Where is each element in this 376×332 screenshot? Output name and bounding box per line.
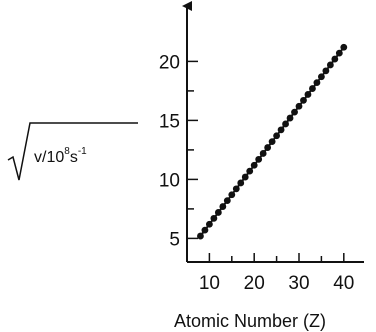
y-axis-title: v/108s-1 bbox=[7, 122, 138, 181]
data-point bbox=[340, 43, 348, 51]
data-point bbox=[237, 179, 245, 187]
data-point bbox=[241, 173, 249, 181]
data-point bbox=[206, 220, 213, 228]
ylabel-unit: s bbox=[70, 149, 78, 166]
data-point bbox=[295, 102, 303, 110]
data-point bbox=[300, 96, 307, 104]
data-point bbox=[268, 138, 276, 146]
y-tick-label: 10 bbox=[159, 170, 180, 191]
data-point bbox=[309, 85, 316, 92]
data-point bbox=[291, 108, 298, 116]
data-point bbox=[228, 191, 236, 199]
data-point bbox=[331, 55, 339, 63]
data-point bbox=[223, 197, 231, 205]
x-tick-label: 30 bbox=[288, 273, 309, 294]
axis-tick-labels: 5 10 15 20 10 20 30 40 bbox=[159, 52, 355, 294]
plot-area: 5 10 15 20 10 20 30 40 bbox=[159, 1, 364, 294]
data-point bbox=[246, 167, 254, 175]
ylabel-exp1: 8 bbox=[64, 146, 70, 157]
data-point bbox=[219, 203, 227, 210]
series-layer bbox=[197, 43, 348, 240]
data-point bbox=[282, 120, 289, 128]
x-tick-label: 20 bbox=[244, 273, 265, 294]
data-point bbox=[304, 91, 312, 98]
data-point bbox=[277, 126, 285, 134]
data-point bbox=[197, 232, 204, 240]
sqrt-sign bbox=[7, 122, 138, 181]
ylabel-exp2: -1 bbox=[78, 146, 87, 157]
y-axis-label: v/108s-1 bbox=[34, 146, 87, 166]
data-point bbox=[326, 61, 334, 69]
data-point bbox=[210, 214, 218, 222]
x-axis-label: Atomic Number (Z) bbox=[174, 311, 326, 331]
data-point bbox=[318, 73, 325, 81]
data-point bbox=[255, 155, 263, 163]
x-tick-label: 40 bbox=[333, 273, 354, 294]
data-point bbox=[273, 132, 280, 140]
y-tick-label: 20 bbox=[159, 52, 180, 73]
data-point bbox=[232, 185, 240, 193]
x-tick-label: 10 bbox=[199, 273, 220, 294]
data-point bbox=[313, 79, 321, 87]
data-point bbox=[335, 49, 343, 57]
ylabel-base: v/10 bbox=[34, 149, 64, 166]
data-point bbox=[250, 161, 258, 169]
data-point bbox=[286, 114, 294, 122]
data-point bbox=[201, 226, 209, 234]
data-point bbox=[259, 150, 267, 157]
data-point bbox=[214, 209, 222, 216]
data-point bbox=[322, 67, 330, 75]
y-tick-label: 5 bbox=[169, 229, 180, 250]
data-point bbox=[264, 144, 272, 151]
axis-ticks bbox=[187, 60, 345, 262]
y-tick-label: 15 bbox=[159, 111, 180, 132]
